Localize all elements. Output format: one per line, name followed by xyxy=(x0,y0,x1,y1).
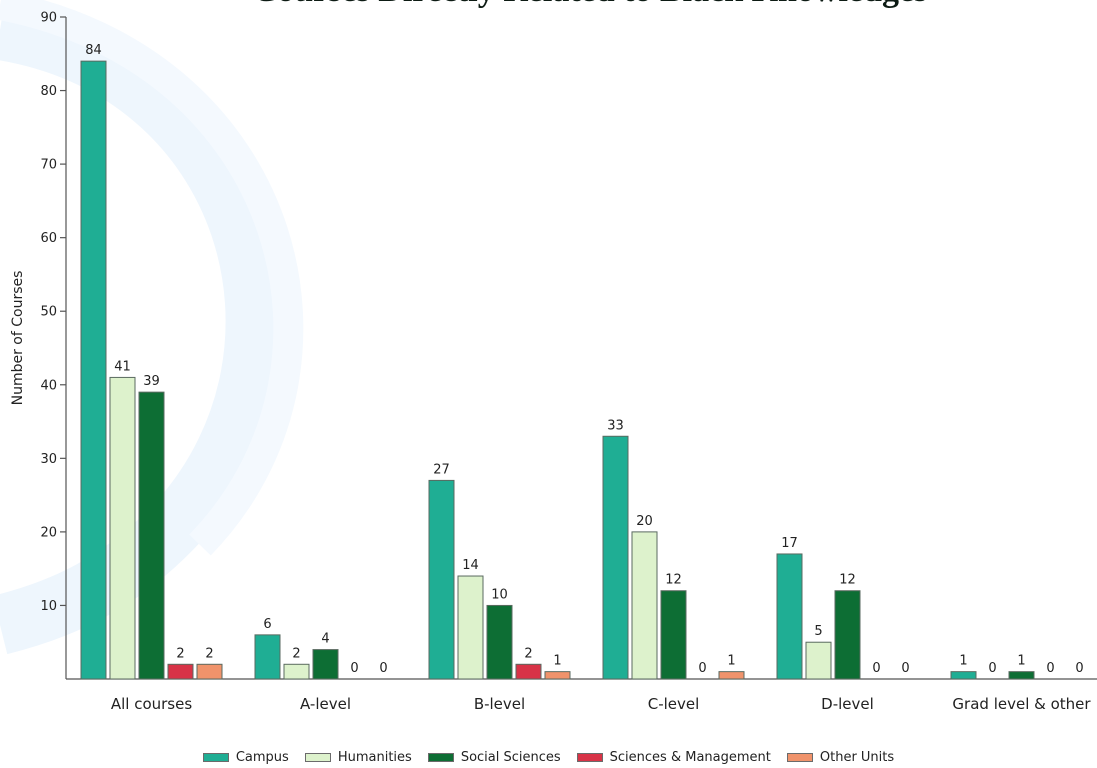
bar-social-sciences xyxy=(660,590,687,680)
x-tick-label: All courses xyxy=(111,695,193,713)
bar-humanities xyxy=(805,641,832,680)
bar-other-units xyxy=(196,663,223,680)
bar-campus xyxy=(254,634,281,680)
y-tick-label: 40 xyxy=(40,378,57,393)
bar-campus xyxy=(776,553,803,680)
data-label: 0 xyxy=(350,661,358,676)
bar-humanities xyxy=(283,663,310,680)
legend-label: Humanities xyxy=(337,750,412,765)
data-label: 1 xyxy=(727,654,735,669)
bar-social-sciences xyxy=(1008,671,1035,680)
bar-sciences-management xyxy=(515,663,542,680)
bar-humanities xyxy=(109,376,136,680)
legend-swatch xyxy=(427,753,454,762)
y-tick-label: 70 xyxy=(40,158,57,173)
bar-campus xyxy=(80,60,107,680)
legend-item: Sciences & Management xyxy=(576,750,771,765)
bar-campus xyxy=(602,435,629,680)
legend-swatch xyxy=(202,753,229,762)
data-label: 0 xyxy=(901,661,909,676)
y-tick-label: 30 xyxy=(40,452,57,467)
data-label: 10 xyxy=(491,587,508,602)
legend-label: Social Sciences xyxy=(460,750,561,765)
data-label: 39 xyxy=(143,374,160,389)
data-label: 5 xyxy=(814,624,822,639)
data-label: 0 xyxy=(1075,661,1083,676)
data-label: 1 xyxy=(959,654,967,669)
data-label: 6 xyxy=(263,617,271,632)
x-tick-label: D-level xyxy=(821,695,874,713)
x-tick-label: B-level xyxy=(474,695,525,713)
data-label: 20 xyxy=(636,514,653,529)
y-tick-label: 90 xyxy=(40,11,57,26)
chart-title: Courses Directly Related to Black Knowle… xyxy=(0,0,1097,10)
bar-sciences-management xyxy=(167,663,194,680)
data-label: 17 xyxy=(781,536,798,551)
y-tick-label: 50 xyxy=(40,305,57,320)
data-label: 2 xyxy=(292,646,300,661)
data-label: 2 xyxy=(205,646,213,661)
legend-swatch xyxy=(576,753,603,762)
data-label: 12 xyxy=(665,573,682,588)
bar-other-units xyxy=(718,671,745,680)
bar-campus xyxy=(950,671,977,680)
x-tick-label: Grad level & other xyxy=(952,695,1091,713)
bar-social-sciences xyxy=(138,391,165,680)
data-label: 0 xyxy=(698,661,706,676)
bar-humanities xyxy=(631,531,658,680)
data-label: 1 xyxy=(553,654,561,669)
x-tick-label: C-level xyxy=(648,695,700,713)
legend-item: Campus xyxy=(202,750,289,765)
data-label: 0 xyxy=(988,661,996,676)
legend-item: Other Units xyxy=(786,750,895,765)
data-label: 4 xyxy=(321,632,329,647)
data-label: 12 xyxy=(839,573,856,588)
x-tick-label: A-level xyxy=(300,695,351,713)
y-tick-label: 80 xyxy=(40,84,57,99)
y-tick-label: 60 xyxy=(40,231,57,246)
bar-campus xyxy=(428,479,455,680)
bar-social-sciences xyxy=(486,604,513,680)
y-tick-label: 10 xyxy=(40,599,57,614)
bar-humanities xyxy=(457,575,484,680)
legend-swatch xyxy=(304,753,331,762)
data-label: 0 xyxy=(1046,661,1054,676)
data-label: 1 xyxy=(1017,654,1025,669)
y-tick-label: 20 xyxy=(40,525,57,540)
legend-label: Campus xyxy=(235,750,289,765)
data-label: 27 xyxy=(433,462,450,477)
legend-item: Social Sciences xyxy=(427,750,561,765)
data-label: 14 xyxy=(462,558,479,573)
bar-social-sciences xyxy=(834,590,861,680)
legend-item: Humanities xyxy=(304,750,412,765)
data-label: 0 xyxy=(379,661,387,676)
data-label: 84 xyxy=(85,43,102,58)
legend-swatch xyxy=(786,753,813,762)
legend-label: Other Units xyxy=(819,750,895,765)
legend-label: Sciences & Management xyxy=(609,750,771,765)
data-label: 33 xyxy=(607,418,624,433)
chart-legend: Campus Humanities Social Sciences Sciences … xyxy=(0,750,1097,765)
y-axis-label: Number of Courses xyxy=(10,271,26,406)
data-label: 2 xyxy=(176,646,184,661)
data-label: 2 xyxy=(524,646,532,661)
bar-other-units xyxy=(544,671,571,680)
data-label: 0 xyxy=(872,661,880,676)
bar-social-sciences xyxy=(312,649,339,680)
data-label: 41 xyxy=(114,359,131,374)
